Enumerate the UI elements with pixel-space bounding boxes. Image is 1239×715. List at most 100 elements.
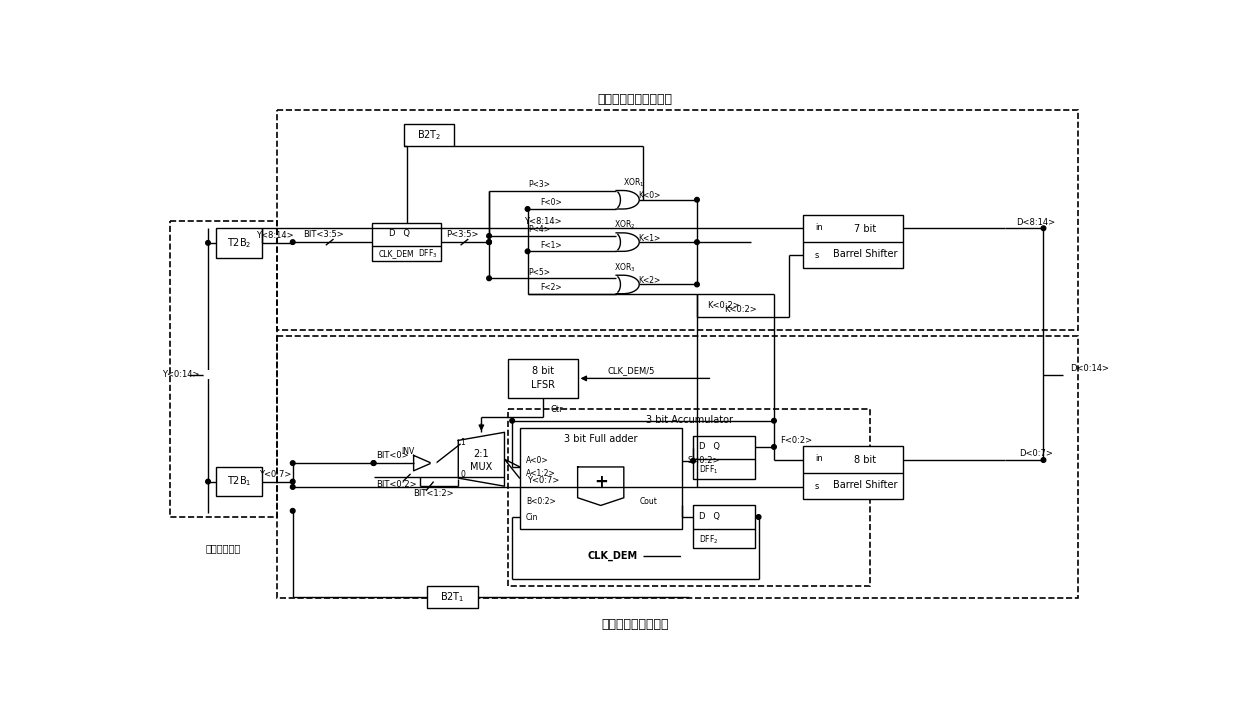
- Text: D<0:7>: D<0:7>: [1018, 449, 1053, 458]
- Polygon shape: [414, 455, 431, 470]
- Circle shape: [525, 249, 530, 254]
- Text: T2B$_1$: T2B$_1$: [227, 475, 252, 488]
- Text: P<3:5>: P<3:5>: [446, 230, 478, 239]
- Circle shape: [290, 508, 295, 513]
- Bar: [170, 220, 278, 517]
- Polygon shape: [616, 190, 639, 209]
- Text: XOR$_1$: XOR$_1$: [623, 177, 644, 189]
- Circle shape: [290, 240, 295, 245]
- Text: K<0:2>: K<0:2>: [725, 305, 757, 314]
- Text: BIT<3:5>: BIT<3:5>: [304, 230, 344, 239]
- Circle shape: [695, 282, 699, 287]
- Text: A<0>: A<0>: [527, 456, 549, 465]
- Text: +: +: [593, 473, 607, 491]
- Text: CLK_DEM/5: CLK_DEM/5: [608, 366, 655, 375]
- Text: D   Q: D Q: [699, 512, 720, 521]
- Text: DFF$_2$: DFF$_2$: [699, 533, 719, 546]
- Bar: [693, 506, 755, 548]
- Circle shape: [681, 552, 689, 559]
- Circle shape: [1041, 458, 1046, 463]
- Text: s: s: [815, 482, 819, 490]
- Text: P<4>: P<4>: [528, 225, 550, 235]
- Bar: [372, 223, 441, 262]
- Text: D<8:14>: D<8:14>: [1016, 217, 1056, 227]
- Text: DFF$_3$: DFF$_3$: [419, 247, 437, 260]
- Circle shape: [206, 479, 211, 484]
- Text: B2T$_1$: B2T$_1$: [440, 590, 465, 604]
- Text: F<1>: F<1>: [540, 241, 561, 250]
- Bar: [278, 336, 1078, 598]
- Text: XOR$_2$: XOR$_2$: [613, 219, 636, 232]
- Text: Barrel Shifter: Barrel Shifter: [833, 249, 897, 259]
- Circle shape: [290, 460, 295, 465]
- Bar: [693, 436, 755, 478]
- Circle shape: [290, 485, 295, 489]
- Text: BIT<0:2>: BIT<0:2>: [377, 480, 418, 489]
- Text: D   Q: D Q: [389, 229, 410, 238]
- Text: INV: INV: [401, 447, 415, 456]
- Text: BIT<0>: BIT<0>: [377, 451, 409, 460]
- Text: B2T$_2$: B2T$_2$: [416, 128, 441, 142]
- Text: 7 bit: 7 bit: [854, 224, 876, 234]
- Text: T2B$_2$: T2B$_2$: [227, 236, 252, 250]
- Bar: [508, 359, 577, 398]
- Text: K<0:2>: K<0:2>: [707, 301, 740, 310]
- Bar: [216, 228, 261, 257]
- Text: Y<8:14>: Y<8:14>: [524, 217, 561, 226]
- Text: F<2>: F<2>: [540, 283, 561, 292]
- Bar: [803, 215, 903, 267]
- Bar: [427, 586, 477, 608]
- Circle shape: [756, 515, 761, 519]
- Text: in: in: [815, 223, 823, 232]
- Circle shape: [487, 276, 492, 280]
- Text: S<0:2>: S<0:2>: [688, 456, 720, 465]
- Circle shape: [510, 418, 514, 423]
- Bar: [404, 124, 455, 146]
- Text: Y<0:14>: Y<0:14>: [162, 370, 199, 379]
- Text: 3 bit Accumulator: 3 bit Accumulator: [646, 415, 732, 425]
- Text: 1: 1: [461, 438, 466, 447]
- Polygon shape: [458, 433, 504, 486]
- Text: F<0:2>: F<0:2>: [781, 436, 813, 445]
- Bar: [803, 446, 903, 498]
- Text: LFSR: LFSR: [532, 380, 555, 390]
- Circle shape: [691, 458, 695, 463]
- Polygon shape: [616, 275, 639, 294]
- Text: 0: 0: [461, 470, 466, 479]
- Circle shape: [487, 234, 492, 238]
- Text: K<2>: K<2>: [638, 276, 660, 285]
- Text: B<0:2>: B<0:2>: [527, 497, 556, 506]
- Text: D   Q: D Q: [699, 443, 720, 451]
- Text: s: s: [815, 251, 819, 260]
- Circle shape: [487, 240, 492, 245]
- Bar: [278, 110, 1078, 330]
- Text: 8 bit: 8 bit: [532, 367, 554, 377]
- Text: MUX: MUX: [471, 462, 492, 472]
- Text: P<3>: P<3>: [528, 180, 550, 189]
- Text: Y<0:7>: Y<0:7>: [527, 475, 559, 485]
- Text: 伪数据加权平均电路: 伪数据加权平均电路: [602, 618, 669, 631]
- Text: Y<0:7>: Y<0:7>: [259, 470, 291, 479]
- Text: F<0>: F<0>: [540, 198, 561, 207]
- Text: P<5>: P<5>: [528, 267, 550, 277]
- Text: BIT<1:2>: BIT<1:2>: [414, 489, 453, 498]
- Text: K<0>: K<0>: [638, 192, 660, 200]
- Circle shape: [772, 445, 777, 449]
- Text: K<1>: K<1>: [638, 234, 660, 243]
- Circle shape: [695, 197, 699, 202]
- Text: 3 bit Full adder: 3 bit Full adder: [564, 434, 638, 444]
- Bar: [508, 409, 870, 586]
- Polygon shape: [577, 467, 623, 506]
- Circle shape: [1041, 226, 1046, 230]
- Text: 数据动态单元匹配电路: 数据动态单元匹配电路: [598, 93, 673, 106]
- Circle shape: [431, 460, 436, 465]
- Circle shape: [525, 207, 530, 212]
- Polygon shape: [616, 233, 639, 252]
- Text: 2:1: 2:1: [473, 449, 489, 459]
- Text: 8 bit: 8 bit: [854, 455, 876, 465]
- Circle shape: [1066, 369, 1075, 380]
- Text: 数据分段电路: 数据分段电路: [206, 543, 242, 553]
- Text: CLK_DEM: CLK_DEM: [378, 249, 414, 258]
- Text: XOR$_3$: XOR$_3$: [613, 261, 636, 274]
- Circle shape: [372, 460, 375, 465]
